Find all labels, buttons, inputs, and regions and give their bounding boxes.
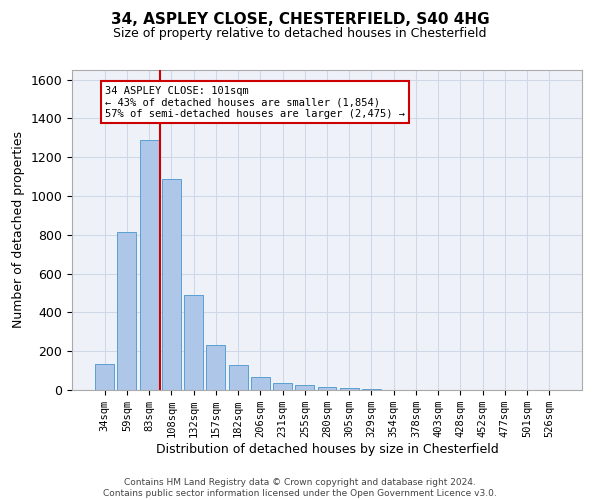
Bar xyxy=(162,178,181,390)
Bar xyxy=(295,385,314,390)
Bar xyxy=(140,140,158,390)
Bar xyxy=(95,364,114,390)
Bar xyxy=(317,387,337,390)
Text: Size of property relative to detached houses in Chesterfield: Size of property relative to detached ho… xyxy=(113,28,487,40)
X-axis label: Distribution of detached houses by size in Chesterfield: Distribution of detached houses by size … xyxy=(155,443,499,456)
Bar xyxy=(206,346,225,390)
Bar xyxy=(340,388,359,390)
Bar xyxy=(229,365,248,390)
Bar xyxy=(273,383,292,390)
Bar xyxy=(118,232,136,390)
Y-axis label: Number of detached properties: Number of detached properties xyxy=(12,132,25,328)
Bar xyxy=(184,295,203,390)
Text: 34 ASPLEY CLOSE: 101sqm
← 43% of detached houses are smaller (1,854)
57% of semi: 34 ASPLEY CLOSE: 101sqm ← 43% of detache… xyxy=(105,86,405,118)
Bar xyxy=(251,378,270,390)
Text: Contains HM Land Registry data © Crown copyright and database right 2024.
Contai: Contains HM Land Registry data © Crown c… xyxy=(103,478,497,498)
Text: 34, ASPLEY CLOSE, CHESTERFIELD, S40 4HG: 34, ASPLEY CLOSE, CHESTERFIELD, S40 4HG xyxy=(110,12,490,28)
